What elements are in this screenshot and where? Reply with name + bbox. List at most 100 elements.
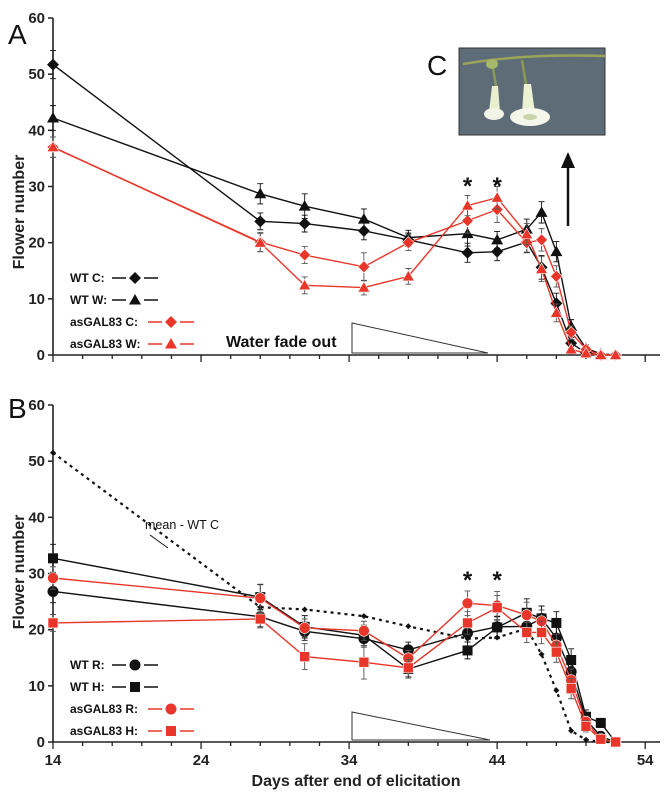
data-point xyxy=(301,606,308,613)
data-point xyxy=(461,198,475,211)
data-point xyxy=(254,187,267,199)
data-point xyxy=(50,449,56,456)
data-point xyxy=(594,348,608,360)
data-point xyxy=(357,280,371,293)
y-tick-label: 40 xyxy=(28,122,45,139)
data-point xyxy=(538,651,545,658)
legend-label: WT W: xyxy=(70,293,107,307)
data-point xyxy=(405,623,412,630)
data-point xyxy=(520,609,533,621)
data-point xyxy=(357,224,370,237)
y-tick-label: 60 xyxy=(28,10,45,27)
data-point xyxy=(553,687,560,694)
data-point xyxy=(401,269,415,282)
data-point xyxy=(566,654,577,665)
data-point xyxy=(254,215,267,228)
panel-a-x-ticks xyxy=(52,355,646,362)
mean-annotation-label: mean - WT C xyxy=(145,518,219,532)
data-point xyxy=(47,111,59,123)
data-point xyxy=(461,597,474,610)
legend-marker xyxy=(166,726,176,736)
series-line xyxy=(52,590,616,743)
data-point xyxy=(402,644,414,656)
data-point xyxy=(536,627,547,638)
panel-b-xlabel: Days after end of elicitation xyxy=(252,773,461,790)
data-point xyxy=(490,203,504,216)
data-point xyxy=(535,262,549,274)
data-point xyxy=(298,217,311,230)
legend-marker xyxy=(129,272,141,284)
data-point xyxy=(298,278,312,291)
y-tick-label: 30 xyxy=(28,179,45,196)
series-line xyxy=(52,451,616,744)
legend-marker xyxy=(165,703,177,715)
significance-star: * xyxy=(492,567,502,594)
legend-label: asGAL83 R: xyxy=(70,702,138,716)
data-point xyxy=(550,245,563,257)
legend-marker xyxy=(130,682,140,692)
data-point xyxy=(403,662,414,674)
y-tick-label: 50 xyxy=(28,66,45,83)
fade-wedge-b xyxy=(351,711,491,741)
panel-a-ylabel: Flower number xyxy=(11,155,28,270)
data-point xyxy=(582,736,589,743)
data-point xyxy=(357,213,370,224)
y-tick-label: 20 xyxy=(28,622,45,639)
data-point xyxy=(565,683,577,694)
legend-marker xyxy=(129,659,141,671)
panel-b-plot-area xyxy=(47,449,622,748)
significance-star: * xyxy=(492,173,502,200)
data-point xyxy=(46,140,60,152)
series-wt-h xyxy=(48,543,621,747)
data-point xyxy=(580,720,592,732)
data-point xyxy=(298,622,311,634)
data-point xyxy=(357,260,371,274)
data-point xyxy=(491,233,504,245)
x-tick-label: 34 xyxy=(341,752,358,769)
legend-label: asGAL83 W: xyxy=(70,337,140,351)
series-line xyxy=(52,577,616,743)
significance-star: * xyxy=(463,567,473,594)
data-point xyxy=(549,306,563,318)
water-fade-label: Water fade out xyxy=(226,334,337,351)
x-tick-label: 44 xyxy=(489,752,506,769)
y-tick-label: 10 xyxy=(28,291,45,308)
data-point xyxy=(401,236,415,250)
data-point xyxy=(564,342,578,355)
data-point xyxy=(358,656,370,668)
panel-b-significance: * * xyxy=(463,567,503,594)
data-point xyxy=(595,717,606,728)
y-tick-label: 0 xyxy=(37,347,45,364)
data-point xyxy=(568,727,575,734)
legend-label: WT R: xyxy=(70,658,105,672)
data-point xyxy=(462,617,473,629)
x-tick-label: 54 xyxy=(637,752,654,769)
y-tick-label: 50 xyxy=(28,453,45,470)
data-point xyxy=(298,248,312,262)
data-point xyxy=(551,617,562,628)
panel-b-label: B xyxy=(8,393,27,424)
data-point xyxy=(579,346,593,359)
y-tick-label: 10 xyxy=(28,678,45,695)
data-point xyxy=(254,592,267,605)
legend-label: WT H: xyxy=(70,680,105,694)
data-point xyxy=(298,200,311,211)
panel-a-label: A xyxy=(8,19,27,50)
y-tick-label: 0 xyxy=(37,734,45,751)
data-point xyxy=(47,617,59,629)
data-point xyxy=(609,348,623,360)
series-mean-wt-c xyxy=(50,449,619,745)
mean-annotation-leader xyxy=(149,534,169,549)
data-point xyxy=(551,646,562,658)
y-tick-label: 40 xyxy=(28,509,45,526)
x-tick-label: 14 xyxy=(45,752,62,769)
data-point xyxy=(253,236,267,248)
legend-marker xyxy=(129,294,141,305)
significance-star: * xyxy=(463,173,473,200)
data-point xyxy=(521,627,533,638)
data-point xyxy=(564,326,578,339)
data-point xyxy=(358,624,370,637)
data-point xyxy=(299,651,310,662)
